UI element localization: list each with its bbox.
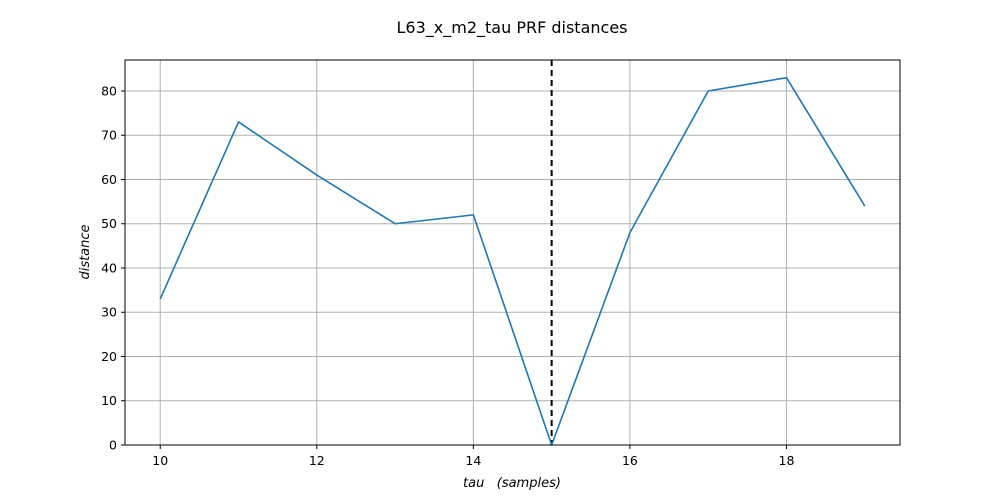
y-tick-label: 70 [101, 128, 117, 143]
distance-series-line [159, 76, 866, 446]
y-tick-label: 80 [101, 83, 117, 98]
x-tick-label: 16 [622, 453, 638, 468]
x-tick-label: 10 [152, 453, 168, 468]
y-tick-label: 60 [101, 172, 117, 187]
x-axis: 10 12 14 16 18 [152, 445, 794, 468]
x-tick-label: 18 [779, 453, 795, 468]
y-tick-label: 10 [101, 393, 117, 408]
series-layer [159, 76, 866, 446]
x-tick-label: 12 [309, 453, 325, 468]
y-tick-label: 50 [101, 216, 117, 231]
y-tick-label: 30 [101, 305, 117, 320]
chart-title: L63_x_m2_tau PRF distances [397, 18, 628, 38]
y-axis-label: distance [78, 224, 93, 279]
grid [125, 60, 900, 446]
x-axis-label: tau (samples) [463, 476, 561, 491]
y-axis: 0 10 20 30 40 50 60 70 80 [101, 83, 125, 453]
plot-frame [124, 59, 901, 446]
y-tick-label: 40 [101, 260, 117, 275]
x-tick-label: 14 [465, 453, 481, 468]
y-tick-label: 20 [101, 349, 117, 364]
y-tick-label: 0 [109, 438, 117, 453]
